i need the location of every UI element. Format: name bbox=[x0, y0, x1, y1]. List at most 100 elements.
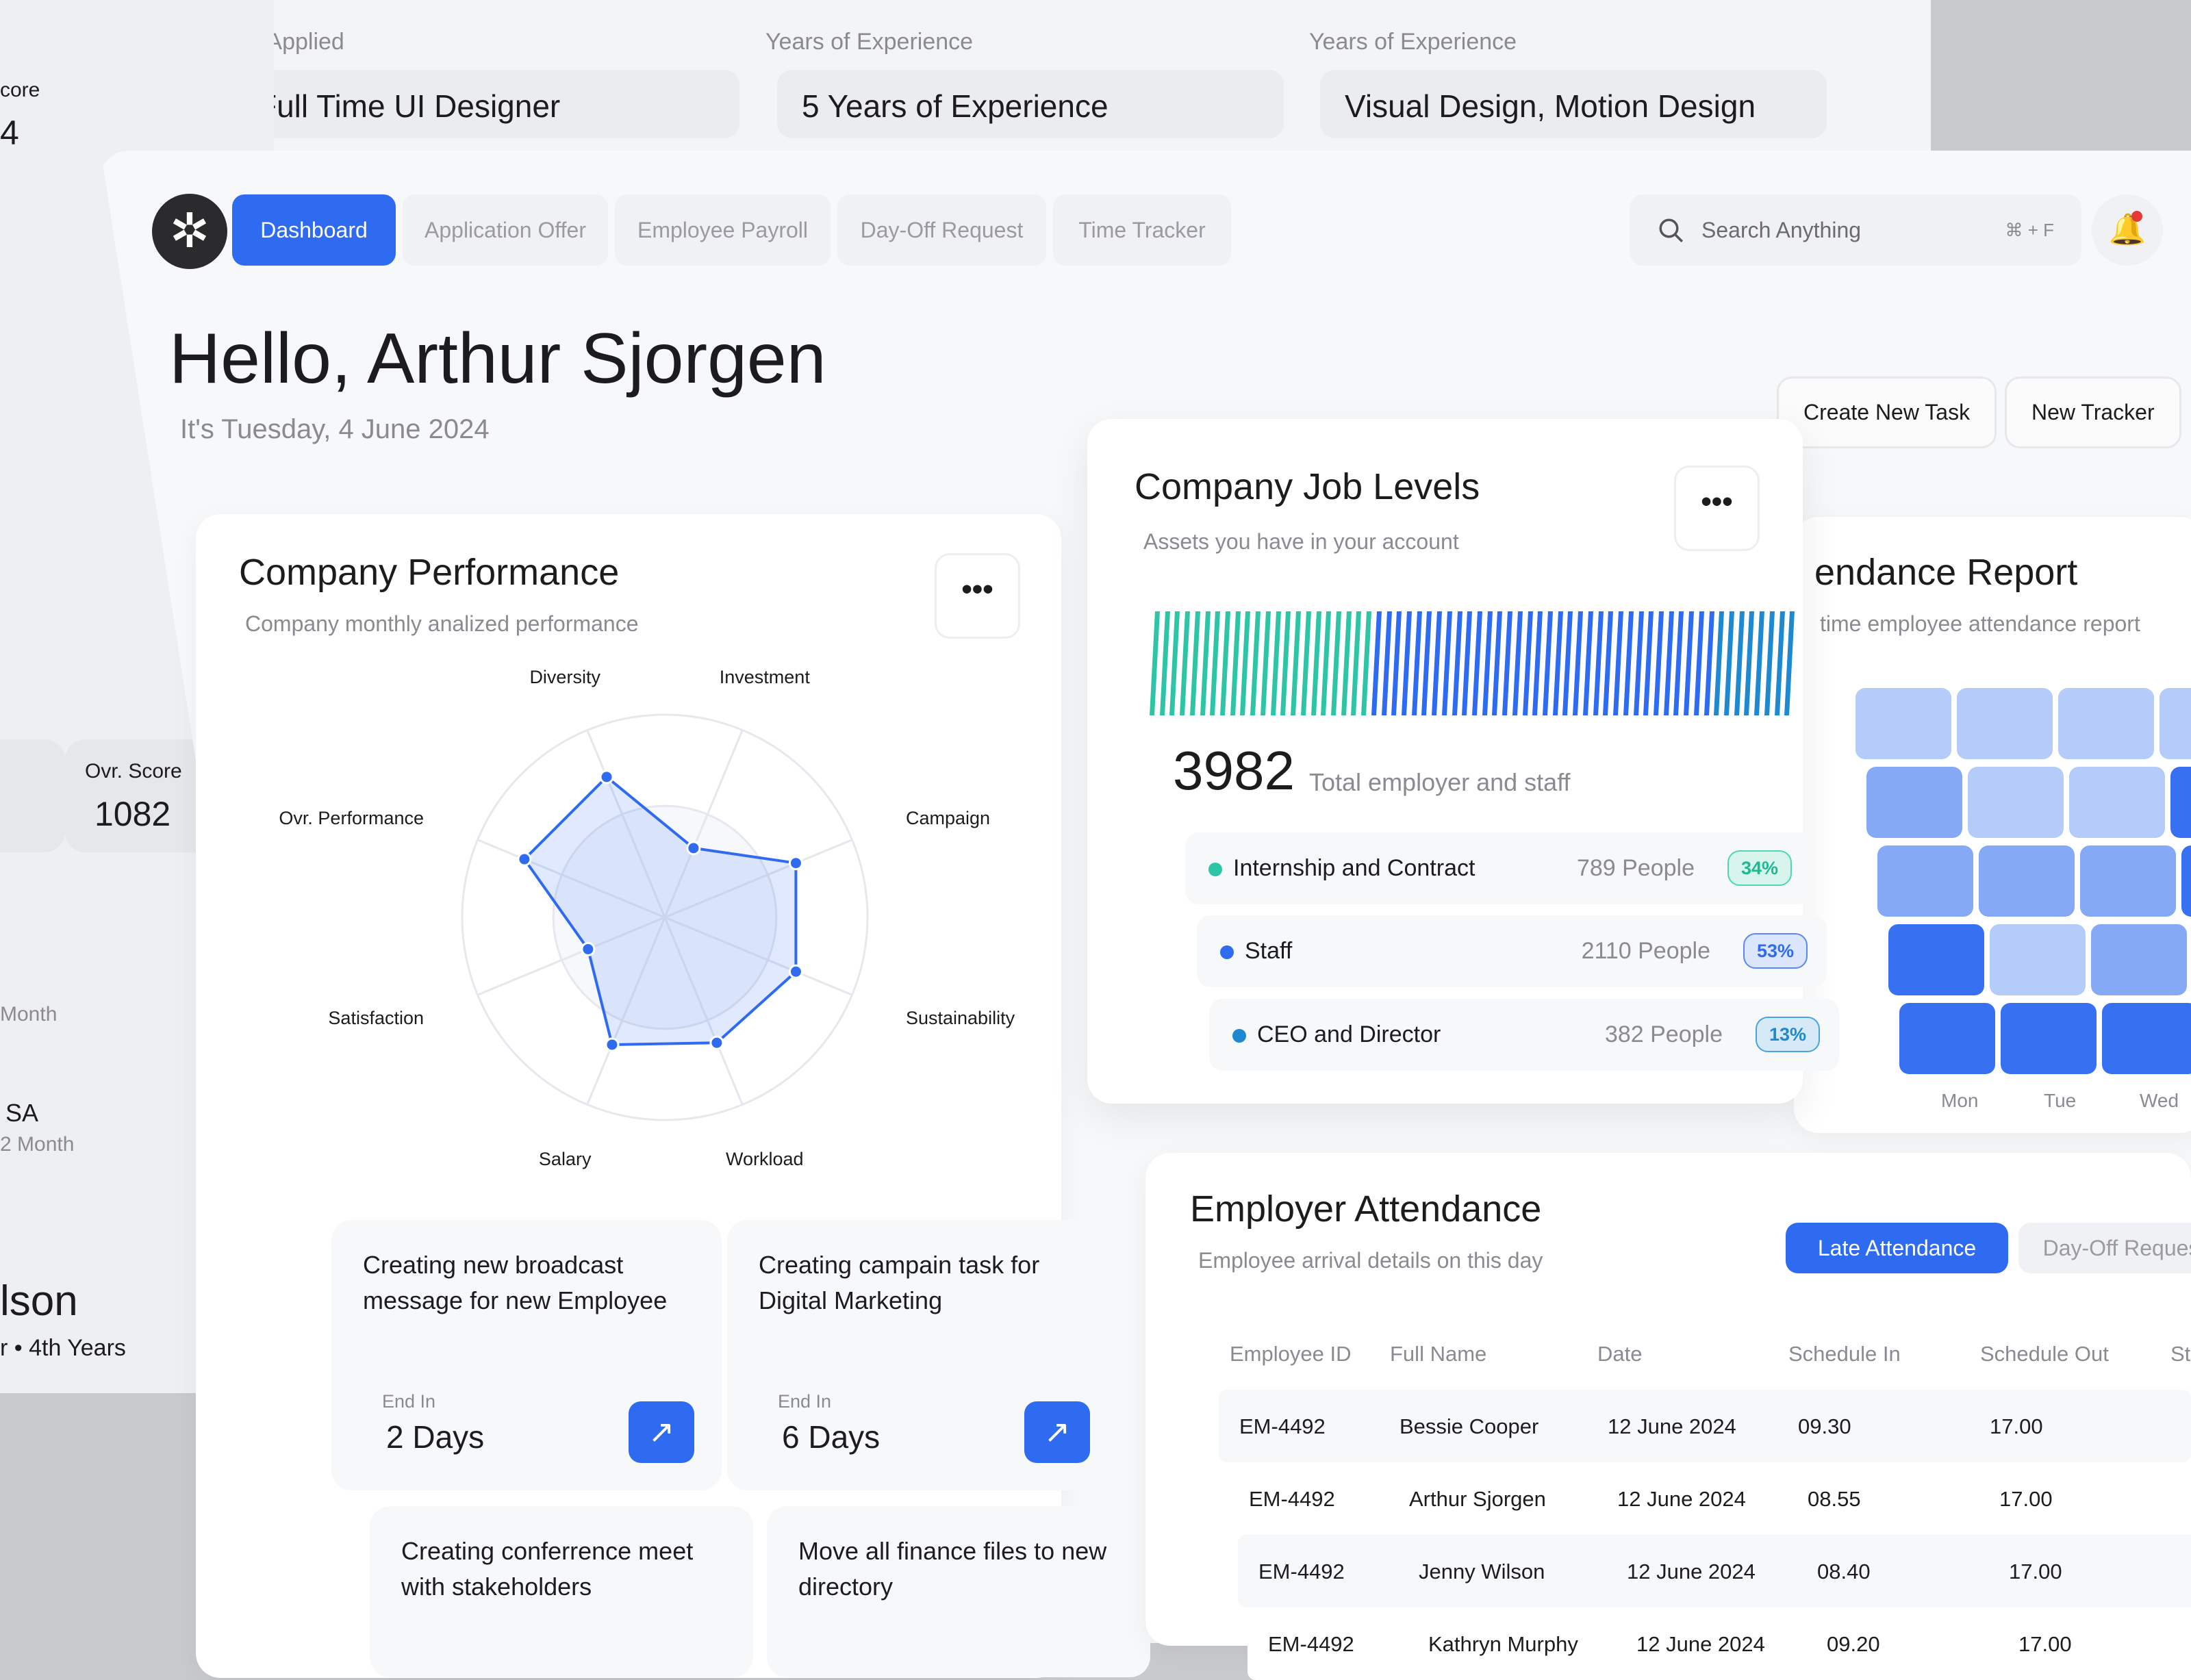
task-title: Move all finance files to new directory bbox=[798, 1537, 1107, 1601]
heatmap-cell[interactable] bbox=[2001, 1003, 2097, 1074]
more-options-button[interactable]: ••• bbox=[935, 553, 1020, 639]
radar-point bbox=[599, 769, 614, 785]
sa-text: SA bbox=[5, 1099, 39, 1127]
task-title: Creating conferrence meet with stakehold… bbox=[401, 1537, 694, 1601]
date-text: It's Tuesday, 4 June 2024 bbox=[180, 414, 490, 444]
column-header[interactable]: Employee ID bbox=[1230, 1342, 1352, 1366]
table-cell: 17.00 bbox=[1990, 1414, 2043, 1438]
bar-stripe bbox=[1220, 611, 1231, 715]
bar-stripe bbox=[1341, 611, 1352, 715]
person-name: lson bbox=[0, 1277, 78, 1325]
score-value: 4 bbox=[0, 114, 19, 152]
task-card[interactable]: Creating campain task for Digital Market… bbox=[727, 1220, 1117, 1490]
heatmap-cell[interactable] bbox=[2102, 1003, 2191, 1074]
task-card[interactable]: Creating conferrence meet with stakehold… bbox=[370, 1506, 753, 1677]
bar-stripe bbox=[1280, 611, 1291, 715]
heatmap-cell[interactable] bbox=[2080, 845, 2176, 917]
create-new-task-button[interactable]: Create New Task bbox=[1777, 377, 1997, 448]
heatmap-cell[interactable] bbox=[1877, 845, 1973, 917]
bar-stripe bbox=[1180, 611, 1191, 715]
heatmap-cell[interactable] bbox=[1888, 924, 1984, 995]
column-header[interactable]: Full Name bbox=[1390, 1342, 1487, 1366]
bar-stripe bbox=[1300, 611, 1311, 715]
table-cell: 12 June 2024 bbox=[1617, 1487, 1746, 1511]
bar-stripe bbox=[1189, 611, 1200, 715]
level-row-staff[interactable]: Staff 2110 People 53% bbox=[1197, 915, 1827, 987]
dot-icon bbox=[1232, 1029, 1246, 1043]
task-card[interactable]: Creating new broadcast message for new E… bbox=[331, 1220, 722, 1490]
tab-late-attendance[interactable]: Late Attendance bbox=[1786, 1223, 2008, 1273]
total-label: Total employer and staff bbox=[1309, 768, 1571, 796]
bar-stripe bbox=[1673, 611, 1684, 715]
tab-day-off-request[interactable]: Day-Off Request bbox=[837, 194, 1046, 266]
column-header[interactable]: Schedule Out bbox=[1980, 1342, 2109, 1366]
bar-stripe bbox=[1754, 611, 1765, 715]
heatmap-cell[interactable] bbox=[2091, 924, 2187, 995]
employer-attendance-title: Employer Attendance bbox=[1190, 1188, 1542, 1230]
bar-stripe bbox=[1532, 611, 1543, 715]
column-header[interactable]: Date bbox=[1597, 1342, 1643, 1366]
bar-stripe bbox=[1200, 611, 1211, 715]
job-applied-field[interactable]: Full Time UI Designer bbox=[233, 70, 739, 138]
heatmap-cell[interactable] bbox=[1957, 688, 2053, 759]
table-cell: 12 June 2024 bbox=[1608, 1414, 1736, 1438]
tab-employee-payroll[interactable]: Employee Payroll bbox=[615, 194, 831, 266]
search-input[interactable]: Search Anything ⌘ + F bbox=[1630, 194, 2081, 266]
heatmap-cell[interactable] bbox=[1856, 688, 1951, 759]
table-row[interactable]: EM-4492 Arthur Sjorgen 12 June 2024 08.55 17… bbox=[1228, 1462, 2191, 1535]
arrow-up-right-icon[interactable]: ↗ bbox=[1024, 1401, 1090, 1463]
bar-stripe bbox=[1552, 611, 1563, 715]
bar-stripe bbox=[1421, 611, 1432, 715]
tab-time-tracker[interactable]: Time Tracker bbox=[1053, 194, 1231, 266]
heatmap-cell[interactable] bbox=[1899, 1003, 1995, 1074]
bar-stripe bbox=[1411, 611, 1422, 715]
month-text: 2 Month bbox=[0, 1133, 75, 1156]
bar-stripe bbox=[1240, 611, 1251, 715]
level-row-ceo[interactable]: CEO and Director 382 People 13% bbox=[1209, 999, 1839, 1071]
more-options-button[interactable]: ••• bbox=[1674, 466, 1760, 551]
level-row-internship[interactable]: Internship and Contract 789 People 34% bbox=[1185, 832, 1811, 904]
tab-application-offer[interactable]: Application Offer bbox=[403, 194, 608, 266]
heatmap-cell[interactable] bbox=[2160, 688, 2191, 759]
bar-stripe bbox=[1562, 611, 1573, 715]
employer-attendance-subtitle: Employee arrival details on this day bbox=[1198, 1248, 1543, 1273]
column-header[interactable]: Schedule In bbox=[1788, 1342, 1901, 1366]
dot-icon bbox=[1208, 863, 1222, 877]
heatmap-cell[interactable] bbox=[2181, 845, 2191, 917]
skills-field[interactable]: Visual Design, Motion Design bbox=[1320, 70, 1827, 138]
tab-day-off-requests[interactable]: Day-Off Reques bbox=[2018, 1223, 2191, 1273]
radar-axis-label: Investment bbox=[720, 667, 811, 687]
performance-subtitle: Company monthly analized performance bbox=[245, 611, 639, 636]
table-cell: 12 June 2024 bbox=[1636, 1632, 1765, 1656]
tab-dashboard[interactable]: Dashboard bbox=[232, 194, 396, 266]
heatmap-cell[interactable] bbox=[2069, 767, 2165, 838]
heatmap-cell[interactable] bbox=[2058, 688, 2154, 759]
bell-icon[interactable]: 🔔 bbox=[2092, 194, 2163, 266]
bar-stripe bbox=[1210, 611, 1221, 715]
asterisk-logo-icon[interactable]: ✲ bbox=[152, 194, 227, 269]
job-levels-title: Company Job Levels bbox=[1135, 466, 1480, 507]
level-name: CEO and Director bbox=[1257, 1021, 1441, 1047]
radar-point bbox=[517, 852, 532, 867]
end-in-value: 2 Days bbox=[386, 1419, 485, 1455]
arrow-up-right-icon[interactable]: ↗ bbox=[629, 1401, 694, 1463]
column-header[interactable]: St bbox=[2170, 1342, 2191, 1366]
bar-stripe bbox=[1573, 611, 1584, 715]
new-tracker-button[interactable]: New Tracker bbox=[2005, 377, 2181, 448]
bar-stripe bbox=[1291, 611, 1302, 715]
bar-stripe bbox=[1310, 611, 1321, 715]
bar-stripe bbox=[1704, 611, 1714, 715]
table-row[interactable]: EM-4492 Jenny Wilson 12 June 2024 08.40 17.0… bbox=[1238, 1535, 2191, 1607]
table-row[interactable]: EM-4492 Kathryn Murphy 12 June 2024 09.20 17… bbox=[1248, 1607, 2191, 1680]
heatmap-cell[interactable] bbox=[1990, 924, 2086, 995]
heatmap-cell[interactable] bbox=[1968, 767, 2064, 838]
task-card[interactable]: Move all finance files to new directory bbox=[767, 1506, 1150, 1677]
heatmap-cell[interactable] bbox=[1979, 845, 2075, 917]
table-row[interactable]: EM-4492 Bessie Cooper 12 June 2024 09.30 17.… bbox=[1219, 1390, 2191, 1462]
heatmap-cell[interactable] bbox=[2170, 767, 2191, 838]
job-level-bar bbox=[1150, 611, 1795, 715]
experience-field[interactable]: 5 Years of Experience bbox=[777, 70, 1284, 138]
heatmap-cell[interactable] bbox=[1866, 767, 1962, 838]
bar-stripe bbox=[1381, 611, 1392, 715]
bar-stripe bbox=[1321, 611, 1332, 715]
